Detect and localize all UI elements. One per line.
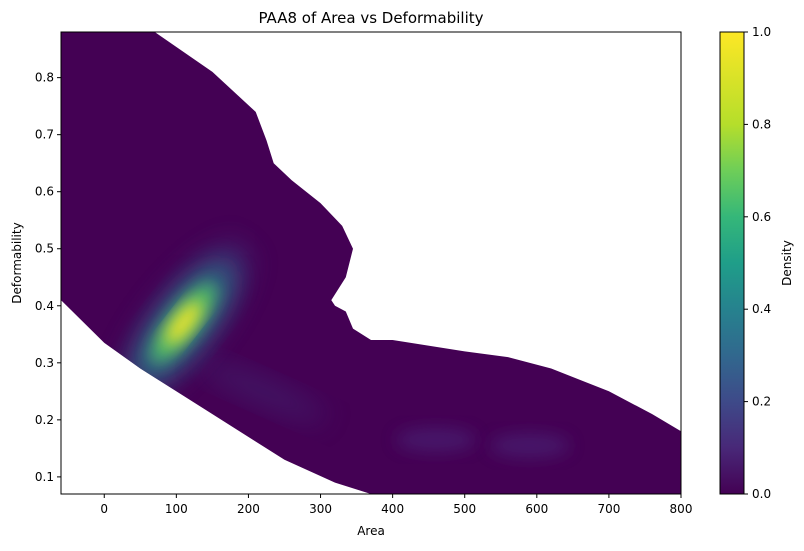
colorbar-tick-label: 0.4 xyxy=(752,302,771,316)
x-tick-label: 800 xyxy=(670,502,693,516)
y-axis-ticks: 0.1 0.2 0.3 0.4 0.5 0.6 0.7 0.8 xyxy=(35,71,61,484)
y-tick-label: 0.2 xyxy=(35,413,54,427)
density-secondary-mode-2 xyxy=(489,433,570,458)
y-tick-label: 0.1 xyxy=(35,470,54,484)
colorbar-ticks: 0.0 0.2 0.4 0.6 0.8 1.0 xyxy=(744,25,771,501)
colorbar-tick-label: 0.0 xyxy=(752,487,771,501)
chart-title: PAA8 of Area vs Deformability xyxy=(258,9,483,27)
y-tick-label: 0.7 xyxy=(35,128,54,142)
x-tick-label: 400 xyxy=(381,502,404,516)
colorbar-tick-label: 0.2 xyxy=(752,395,771,409)
x-tick-label: 600 xyxy=(525,502,548,516)
colorbar xyxy=(719,31,745,495)
x-axis-ticks: 0 100 200 300 400 500 600 700 800 xyxy=(100,494,692,516)
y-axis-label: Deformability xyxy=(10,222,24,303)
colorbar-tick-label: 0.8 xyxy=(752,117,771,131)
x-tick-label: 700 xyxy=(597,502,620,516)
y-tick-label: 0.5 xyxy=(35,242,54,256)
x-axis-label: Area xyxy=(357,524,385,538)
y-tick-label: 0.3 xyxy=(35,356,54,370)
x-tick-label: 0 xyxy=(100,502,108,516)
x-tick-label: 300 xyxy=(309,502,332,516)
colorbar-label: Density xyxy=(780,240,794,286)
x-tick-label: 100 xyxy=(165,502,188,516)
density-peak-layer-4 xyxy=(166,301,202,345)
y-tick-label: 0.4 xyxy=(35,299,54,313)
plot-frame xyxy=(60,31,682,495)
x-tick-label: 200 xyxy=(237,502,260,516)
density-tail xyxy=(198,360,327,422)
colorbar-tick-label: 1.0 xyxy=(752,25,771,39)
density-secondary-mode-1 xyxy=(395,427,476,452)
y-tick-label: 0.8 xyxy=(35,71,54,85)
y-tick-label: 0.6 xyxy=(35,185,54,199)
x-tick-label: 500 xyxy=(453,502,476,516)
colorbar-tick-label: 0.6 xyxy=(752,210,771,224)
